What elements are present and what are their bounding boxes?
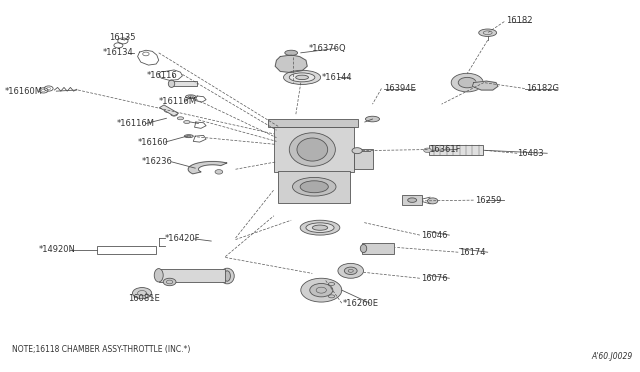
Text: 16076: 16076 — [421, 274, 448, 283]
Bar — [354, 149, 373, 169]
Ellipse shape — [292, 177, 336, 196]
Text: NOTE;16118 CHAMBER ASSY-THROTTLE (INC.*): NOTE;16118 CHAMBER ASSY-THROTTLE (INC.*) — [12, 345, 190, 354]
Circle shape — [424, 148, 431, 153]
Ellipse shape — [300, 220, 340, 235]
Ellipse shape — [408, 198, 417, 202]
Bar — [362, 243, 394, 254]
Polygon shape — [188, 161, 227, 174]
Text: 16259: 16259 — [475, 196, 501, 205]
Ellipse shape — [171, 113, 177, 116]
Ellipse shape — [220, 268, 234, 284]
Text: 16483: 16483 — [517, 149, 544, 158]
Bar — [159, 105, 179, 116]
Circle shape — [458, 77, 476, 88]
Bar — [268, 119, 358, 127]
Text: 16394E: 16394E — [384, 84, 416, 93]
Text: *16144: *16144 — [321, 73, 352, 82]
Circle shape — [451, 73, 483, 92]
Bar — [278, 171, 350, 203]
Ellipse shape — [328, 282, 335, 285]
Circle shape — [338, 263, 364, 278]
Ellipse shape — [328, 295, 335, 298]
Circle shape — [344, 267, 357, 275]
Ellipse shape — [300, 181, 328, 193]
Text: 16174: 16174 — [460, 248, 486, 257]
Bar — [402, 195, 422, 205]
Bar — [429, 145, 483, 155]
Text: A'60.J0029: A'60.J0029 — [591, 352, 632, 361]
Ellipse shape — [184, 121, 190, 124]
Bar — [159, 269, 225, 282]
Ellipse shape — [285, 50, 298, 55]
Circle shape — [301, 278, 342, 302]
Text: 16182G: 16182G — [526, 84, 559, 93]
Ellipse shape — [296, 75, 308, 80]
Circle shape — [163, 278, 176, 286]
Text: *16116M: *16116M — [159, 97, 196, 106]
Circle shape — [310, 283, 333, 297]
Text: *16116: *16116 — [147, 71, 178, 80]
Ellipse shape — [479, 29, 497, 36]
Text: *16134: *16134 — [102, 48, 133, 57]
Circle shape — [352, 148, 362, 154]
Ellipse shape — [306, 223, 334, 232]
Ellipse shape — [168, 80, 175, 87]
Ellipse shape — [177, 117, 184, 120]
Text: *16376Q: *16376Q — [308, 44, 346, 53]
Text: *14920N: *14920N — [38, 246, 76, 254]
Ellipse shape — [224, 271, 230, 281]
Text: 16135: 16135 — [109, 33, 135, 42]
Ellipse shape — [284, 70, 321, 84]
Text: 16081E: 16081E — [128, 294, 160, 303]
Text: 16046: 16046 — [421, 231, 447, 240]
Text: *16116M: *16116M — [116, 119, 154, 128]
Circle shape — [428, 198, 438, 204]
Ellipse shape — [186, 95, 196, 99]
Text: *16160M: *16160M — [5, 87, 43, 96]
Text: 16182: 16182 — [506, 16, 532, 25]
Bar — [97, 246, 156, 254]
Bar — [274, 127, 354, 172]
Text: 16361F: 16361F — [429, 145, 460, 154]
Text: *16260E: *16260E — [342, 299, 378, 308]
Ellipse shape — [360, 244, 367, 253]
Text: *16236: *16236 — [142, 157, 173, 166]
Ellipse shape — [154, 269, 163, 282]
Circle shape — [132, 288, 152, 299]
Ellipse shape — [184, 135, 193, 138]
Circle shape — [215, 170, 223, 174]
Bar — [172, 81, 197, 86]
Ellipse shape — [312, 225, 328, 230]
Ellipse shape — [297, 138, 328, 161]
Ellipse shape — [289, 73, 315, 82]
Text: *16420F: *16420F — [165, 234, 200, 243]
Polygon shape — [275, 55, 307, 73]
Text: *16160: *16160 — [138, 138, 168, 147]
Polygon shape — [472, 81, 498, 90]
Ellipse shape — [289, 133, 335, 166]
Ellipse shape — [164, 109, 171, 112]
Ellipse shape — [365, 116, 380, 122]
